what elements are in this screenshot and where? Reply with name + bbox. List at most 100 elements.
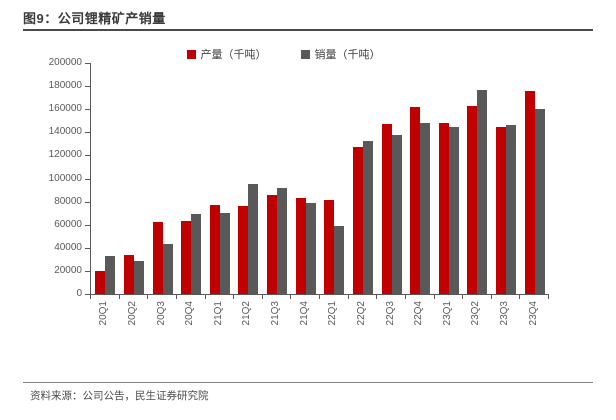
x-axis-tick-label: 21Q4 [298,301,310,326]
x-axis-tick [233,295,235,299]
plot-area [90,63,549,295]
x-axis-tick-label: 23Q4 [527,301,539,326]
bar-group-22q1 [320,63,349,294]
legend-item-production: 产量（千吨） [186,46,267,62]
bar-21q4 [295,197,306,294]
x-axis-tick [290,295,292,299]
bar-20q1 [95,270,106,294]
legend-swatch [300,49,310,59]
y-axis-tick [85,109,90,111]
plot-bars [91,63,549,294]
x-axis-tick-label: 22Q3 [384,301,396,326]
bar-21q2 [238,205,249,294]
x-axis-tick [433,295,435,299]
legend-swatch [186,49,196,59]
x-axis-tick [90,295,91,299]
legend-label: 销量（千吨） [314,49,381,61]
bar-22q3 [381,124,392,294]
y-axis-tick-label: 120000 [48,149,82,161]
figure-title: 图9：公司锂精矿产销量 [23,11,166,26]
bar-23q3 [496,126,507,294]
bar-23q1 [448,126,459,294]
y-axis-tick [85,247,90,249]
y-axis-tick [85,224,90,226]
y-axis-tick [85,270,90,272]
x-axis-tick [462,295,464,299]
x-axis-tick-label: 23Q1 [441,301,453,326]
bar-22q1 [334,226,345,294]
bar-group-21q3 [263,63,292,294]
x-axis-tick [519,295,521,299]
x-axis-tick-label: 23Q2 [470,301,482,326]
y-axis-tick-label: 0 [76,288,82,299]
x-axis-tick [490,295,492,299]
bar-group-20q4 [177,63,206,294]
bar-group-23q4 [520,63,549,294]
bar-group-22q4 [406,63,435,294]
x-axis-tick [261,295,263,299]
x-axis-tick-label: 22Q2 [355,301,367,326]
bar-group-22q2 [349,63,378,294]
bar-21q1 [219,212,230,294]
y-axis-tick-label: 80000 [54,195,82,207]
x-axis-tick-label: 20Q4 [184,301,196,326]
bar-22q2 [362,141,373,294]
bar-group-21q1 [206,63,235,294]
bar-23q1 [438,122,449,294]
y-axis-tick-label: 160000 [48,103,82,115]
y-axis-tick [85,178,90,180]
bar-21q2 [248,184,259,294]
x-axis-tick [118,295,120,299]
bar-group-22q3 [377,63,406,294]
y-axis-tick [85,294,90,295]
bar-group-23q1 [435,63,464,294]
x-axis-tick-label: 21Q3 [270,301,282,326]
bar-23q2 [467,106,478,294]
bar-group-23q3 [492,63,521,294]
x-axis-tick-label: 20Q1 [98,301,110,326]
bar-20q3 [152,221,163,294]
y-axis-tick-label: 180000 [48,80,82,92]
x-axis-tick [147,295,149,299]
bar-22q1 [324,199,335,294]
bar-22q4 [420,122,431,294]
bar-23q3 [506,124,517,294]
bar-group-21q2 [234,63,263,294]
y-axis-tick [85,201,90,203]
x-axis-tick [175,295,177,299]
bar-20q4 [191,213,202,294]
bar-20q3 [162,244,173,294]
y-axis-tick [85,132,90,134]
y-axis-tick [85,63,90,64]
bar-22q2 [352,147,363,294]
y-axis-tick-label: 20000 [54,264,82,276]
x-axis-tick-label: 22Q4 [413,301,425,326]
bar-20q2 [123,254,134,294]
x-axis-tick-label: 20Q2 [126,301,138,326]
bar-22q3 [391,134,402,294]
bar-21q1 [209,205,220,294]
y-axis-tick-label: 200000 [48,57,82,68]
legend-item-sales: 销量（千吨） [300,46,381,62]
bar-21q3 [267,194,278,294]
bar-23q2 [477,90,488,294]
x-axis-tick [404,295,406,299]
x-axis-tick-label: 23Q3 [499,301,511,326]
bar-23q4 [524,90,535,294]
bar-23q4 [534,109,545,294]
x-axis-tick-label: 21Q1 [212,301,224,326]
x-axis-tick-label: 20Q3 [155,301,167,326]
bar-group-21q4 [291,63,320,294]
chart-legend: 产量（千吨） 销量（千吨） [0,46,567,62]
bar-20q2 [133,260,144,294]
bar-21q4 [305,203,316,294]
y-axis-tick [85,86,90,88]
x-axis-tick [204,295,206,299]
header-rule [23,29,593,31]
bar-20q1 [105,255,116,294]
bar-group-20q2 [120,63,149,294]
x-axis-tick [376,295,378,299]
legend-label: 产量（千吨） [200,49,267,61]
